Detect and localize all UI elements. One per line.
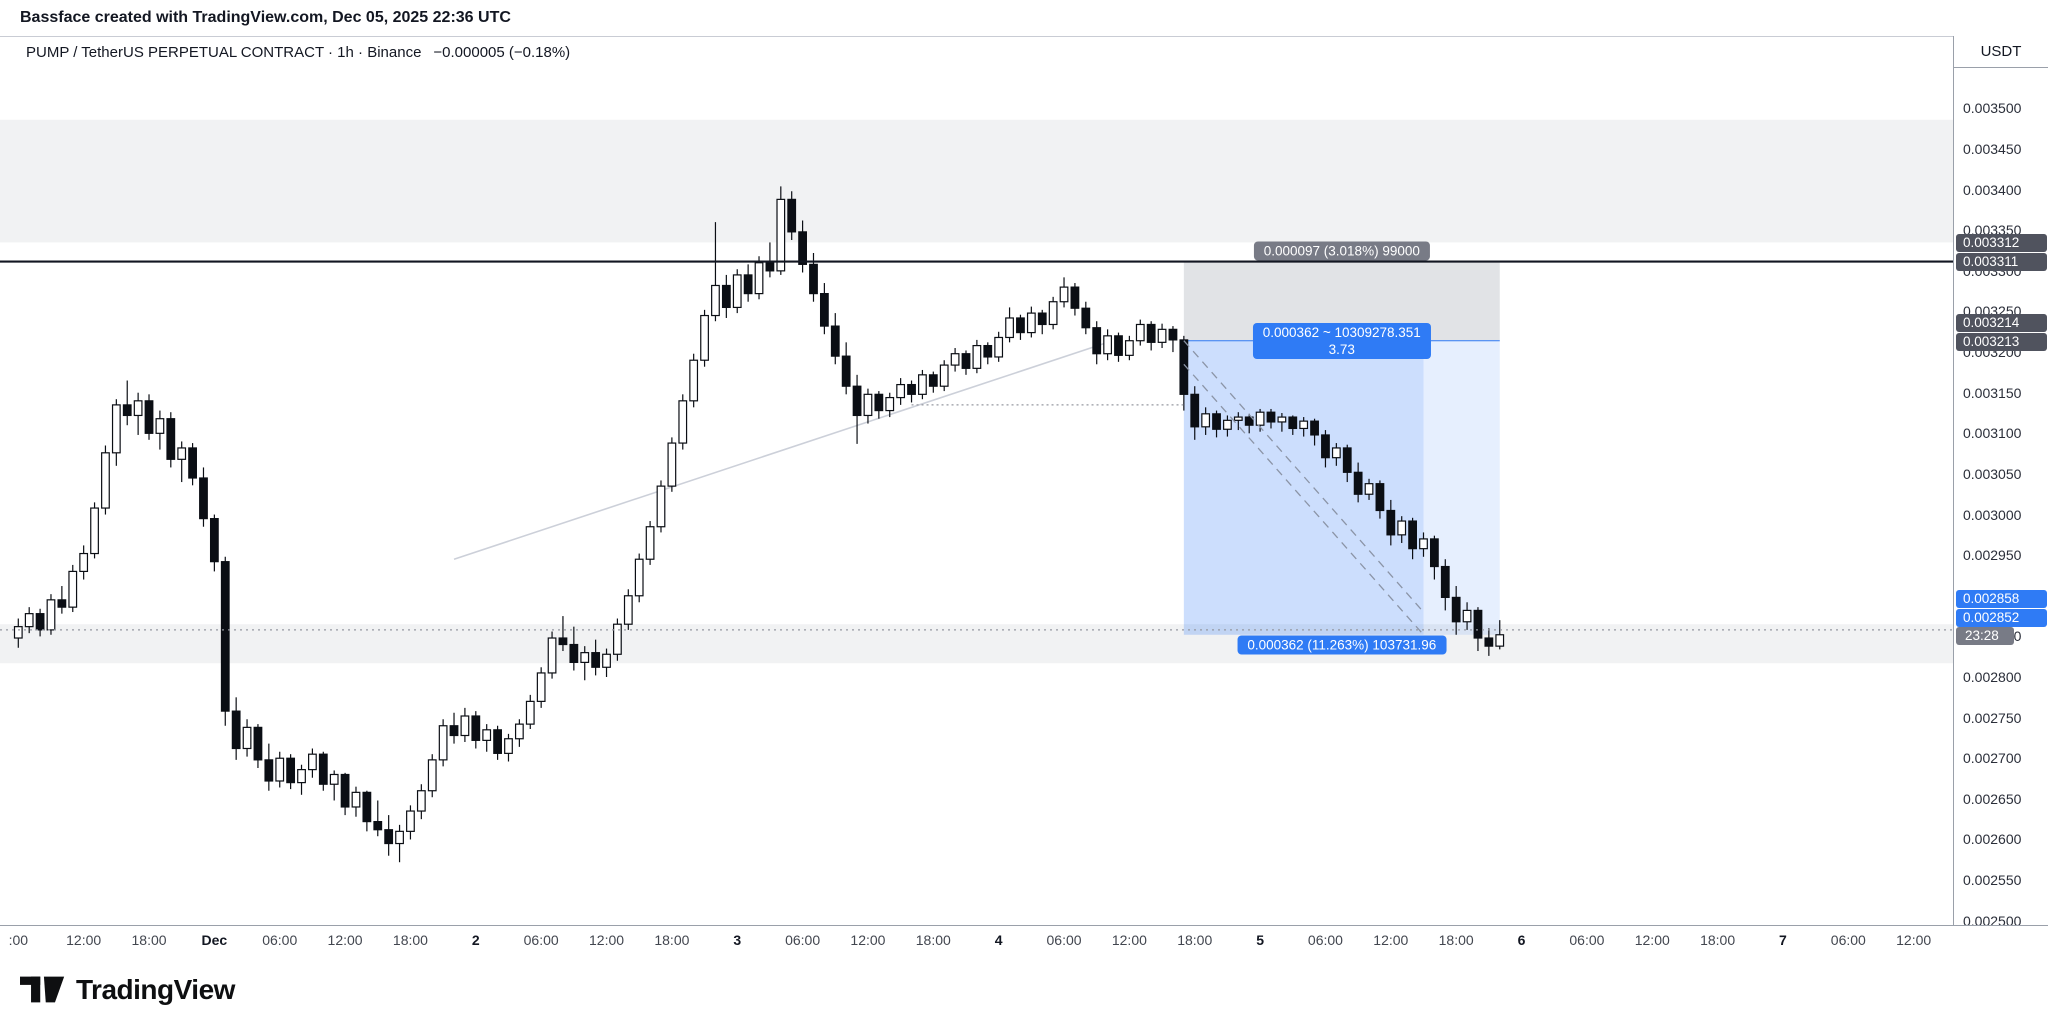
time-tick: 4 <box>994 932 1003 948</box>
symbol-title[interactable]: PUMP / TetherUS PERPETUAL CONTRACT · 1h … <box>26 44 422 61</box>
price-tick: 0.003100 <box>1963 425 2022 442</box>
price-tick: 0.003500 <box>1963 100 2022 117</box>
time-tick: 06:00 <box>1046 932 1082 948</box>
price-tick: 0.002600 <box>1963 831 2022 848</box>
price-tick: 0.003350 <box>1963 222 2022 239</box>
dashed-projection-line <box>1183 340 1424 613</box>
price-axis-badge: 0.002852 <box>1956 608 2047 627</box>
time-tick: 18:00 <box>654 932 690 948</box>
time-tick: 12:00 <box>850 932 886 948</box>
tradingview-logo-text: TradingView <box>76 973 235 1005</box>
time-tick: 06:00 <box>1830 932 1866 948</box>
chart-top-border <box>0 36 2048 37</box>
time-tick: 5 <box>1256 932 1264 948</box>
price-tick: 0.003150 <box>1963 384 2022 401</box>
price-axis-badge: 0.002858 <box>1956 590 2047 609</box>
time-tick: 12:00 <box>1111 932 1147 948</box>
time-tick: 18:00 <box>1700 932 1736 948</box>
price-tick: 0.002500 <box>1963 912 2022 929</box>
attribution-text: Bassface created with TradingView.com, D… <box>20 9 511 26</box>
time-tick: 18:00 <box>392 932 428 948</box>
chart-legend: PUMP / TetherUS PERPETUAL CONTRACT · 1h … <box>26 44 570 61</box>
time-tick: :00 <box>8 932 29 948</box>
time-tick: 06:00 <box>523 932 559 948</box>
time-tick: 12:00 <box>1373 932 1409 948</box>
price-tick: 0.002800 <box>1963 669 2022 685</box>
time-tick: 12:00 <box>1634 932 1670 948</box>
shaded-zone <box>0 119 1953 243</box>
date-price-range-measure-label[interactable]: 0.000362 ~ 10309278.351 3.73 <box>1252 322 1431 359</box>
price-change: −0.000005 (−0.18%) <box>433 44 571 61</box>
price-tick: 0.003050 <box>1963 465 2022 482</box>
time-tick: 12:00 <box>66 932 102 948</box>
price-tick: 0.003450 <box>1963 141 2022 157</box>
time-tick: 18:00 <box>131 932 167 948</box>
tradingview-logo-icon <box>20 976 65 1003</box>
time-tick: 18:00 <box>1438 932 1474 948</box>
date-price-range-measure-line2: 3.73 <box>1328 341 1355 357</box>
time-tick: 12:00 <box>1896 932 1932 948</box>
price-tick: 0.003400 <box>1963 181 2022 198</box>
price-axis-badge: 0.003311 <box>1956 252 2047 271</box>
bar-countdown-badge: 23:28 <box>1956 627 2014 646</box>
price-axis[interactable]: USDT 0.003500 0.003450 0.003400 0.003350 0.0… <box>1953 36 2048 955</box>
time-tick: Dec <box>201 932 228 948</box>
trendline <box>453 341 1108 560</box>
date-price-range-result-label[interactable]: 0.000362 (11.263%) 103731.96 <box>1237 635 1447 655</box>
time-tick: 7 <box>1779 932 1787 948</box>
time-tick: 2 <box>471 932 480 948</box>
price-axis-badge: 0.003213 <box>1956 332 2047 351</box>
price-tick: 0.002550 <box>1963 872 2022 889</box>
price-tick: 0.002950 <box>1963 547 2022 564</box>
time-tick: 12:00 <box>588 932 625 948</box>
blue-date-price-range-box <box>1183 340 1424 635</box>
price-axis-badge: 0.003312 <box>1956 234 2047 253</box>
price-range-label[interactable]: 0.000097 (3.018%) 99000 <box>1253 241 1430 261</box>
price-tick: 0.003000 <box>1963 506 2022 523</box>
time-tick: 12:00 <box>327 932 363 948</box>
time-tick: 18:00 <box>915 932 951 948</box>
time-tick: 18:00 <box>1177 932 1213 948</box>
time-tick: 06:00 <box>262 932 298 948</box>
shaded-zone <box>0 624 1953 664</box>
price-tick: 0.002650 <box>1963 790 2022 807</box>
time-tick: 6 <box>1517 932 1526 948</box>
time-tick: 06:00 <box>1307 932 1343 948</box>
date-price-range-measure-line1: 0.000362 ~ 10309278.351 <box>1262 324 1421 340</box>
dashed-projection-line <box>1183 363 1424 636</box>
time-tick: 06:00 <box>785 932 821 948</box>
price-axis-badge: 0.003214 <box>1956 314 2047 333</box>
time-tick: 3 <box>733 932 742 948</box>
time-tick: 06:00 <box>1569 932 1605 948</box>
price-tick: 0.002700 <box>1963 750 2022 767</box>
price-tick: 0.002750 <box>1963 709 2022 726</box>
tradingview-logo[interactable]: TradingView <box>20 971 235 1008</box>
currency-label[interactable]: USDT <box>1954 36 2048 68</box>
time-axis[interactable]: :00 12:00 18:00 Dec 06:00 12:00 18:00 2 06:00 12:… <box>0 925 2048 957</box>
